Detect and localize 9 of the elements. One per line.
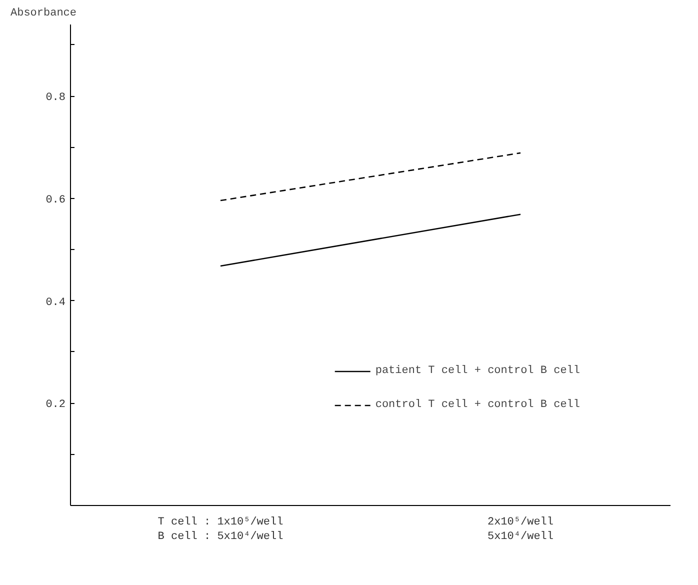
y-tick-label: 0.6	[46, 194, 66, 206]
legend-label: patient T cell + control B cell	[375, 365, 580, 377]
y-tick-label: 0.8	[46, 92, 66, 104]
x-tick-label: T cell : 1x10⁵/well B cell : 5x10⁴/well	[158, 516, 284, 543]
y-tick-label: 0.4	[46, 296, 66, 309]
y-axis-title: Absorbance	[10, 8, 77, 20]
legend-label: control T cell + control B cell	[375, 399, 580, 411]
y-tick-label: 0.2	[46, 399, 66, 412]
x-tick-label: 2x10⁵/well 5x10⁴/well	[487, 516, 554, 543]
